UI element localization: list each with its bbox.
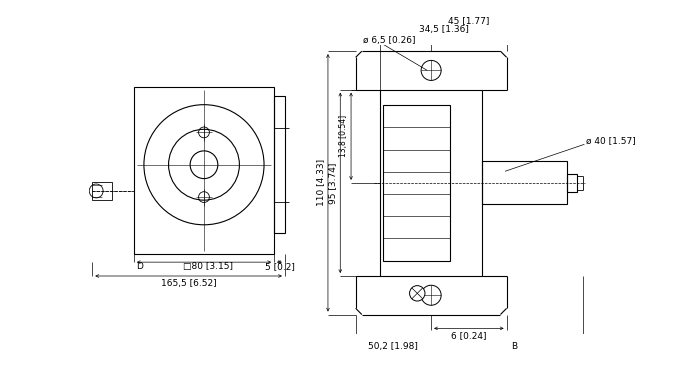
Text: ø 6,5 [0.26]: ø 6,5 [0.26] xyxy=(363,36,416,45)
Bar xyxy=(134,87,274,255)
Bar xyxy=(380,90,482,276)
Bar xyxy=(92,182,112,200)
Bar xyxy=(274,96,285,233)
Text: 50,2 [1.98]: 50,2 [1.98] xyxy=(368,342,419,351)
Text: □80 [3.15]: □80 [3.15] xyxy=(183,262,233,271)
Bar xyxy=(482,161,567,204)
Text: 45 [1.77]: 45 [1.77] xyxy=(448,16,489,25)
Text: 110 [4.33]: 110 [4.33] xyxy=(316,159,325,206)
Text: B: B xyxy=(512,342,518,351)
Text: 34,5 [1.36]: 34,5 [1.36] xyxy=(419,25,468,34)
Text: 95 [3.74]: 95 [3.74] xyxy=(328,162,337,204)
Text: 165,5 [6.52]: 165,5 [6.52] xyxy=(161,279,216,288)
Circle shape xyxy=(410,286,425,301)
Text: ø 40 [1.57]: ø 40 [1.57] xyxy=(586,136,636,145)
Text: D: D xyxy=(136,262,143,271)
Text: 5 [0.2]: 5 [0.2] xyxy=(265,262,295,271)
Text: 6 [0.24]: 6 [0.24] xyxy=(451,332,486,340)
Bar xyxy=(567,174,577,192)
Bar xyxy=(384,105,449,261)
Text: 13,8 [0.54]: 13,8 [0.54] xyxy=(339,115,348,157)
